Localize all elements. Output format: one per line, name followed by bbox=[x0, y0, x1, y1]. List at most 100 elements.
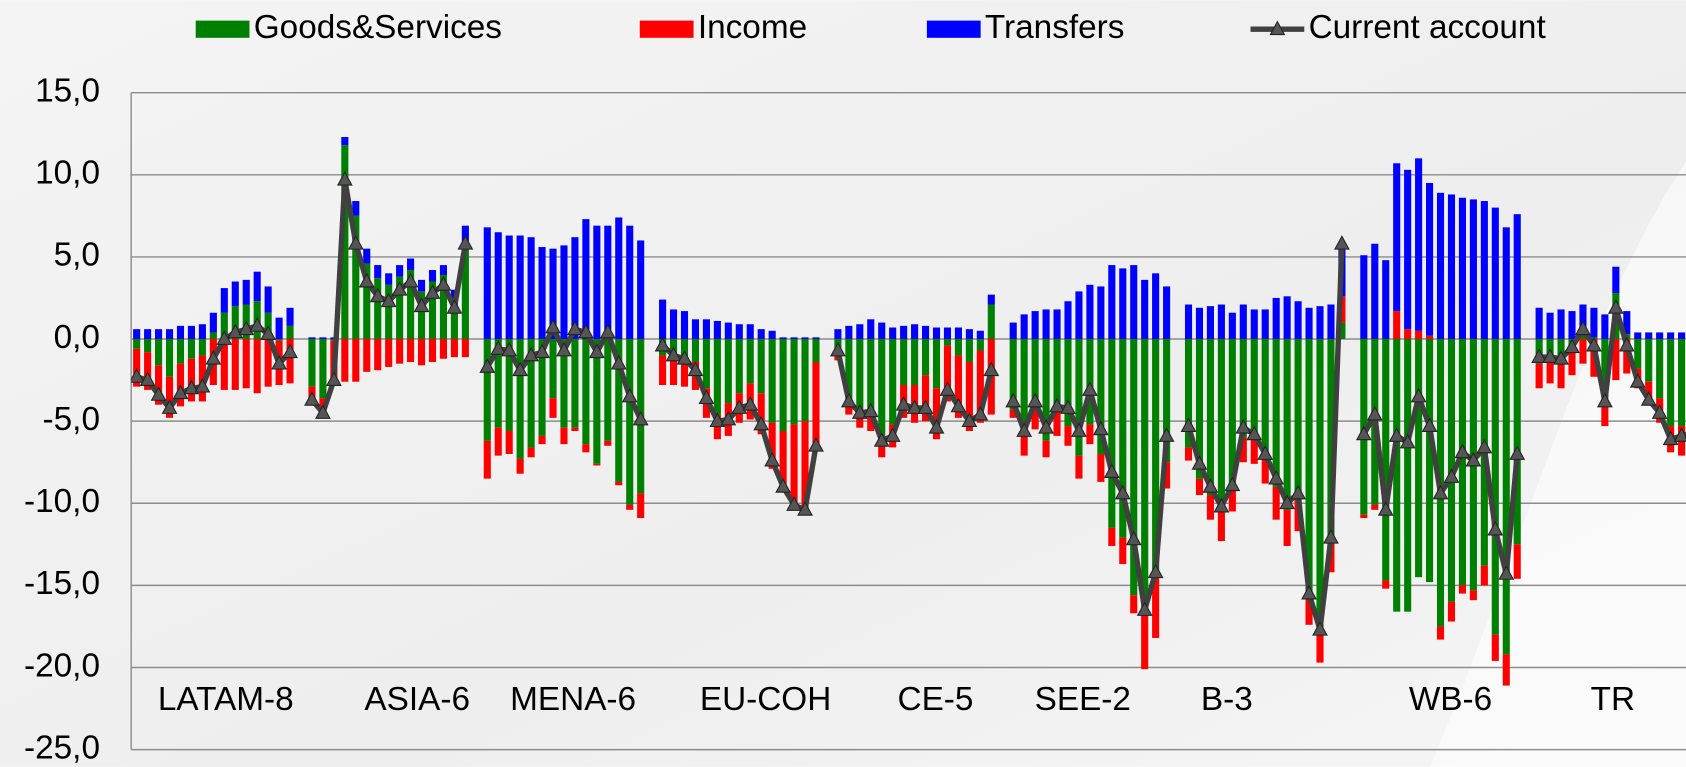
bar-segment bbox=[374, 265, 382, 279]
bar-segment bbox=[308, 339, 316, 387]
bar-segment bbox=[461, 242, 469, 340]
line-marker bbox=[1399, 433, 1416, 449]
bar-segment bbox=[1667, 339, 1675, 427]
bar-segment bbox=[231, 281, 239, 307]
bar-segment bbox=[1108, 339, 1116, 528]
bar-segment bbox=[1217, 339, 1225, 512]
bar-segment bbox=[724, 339, 732, 404]
bar-segment bbox=[1294, 339, 1302, 494]
line-marker bbox=[1498, 565, 1515, 580]
bar-segment bbox=[1393, 311, 1401, 340]
line-marker bbox=[282, 343, 298, 359]
bar-segment bbox=[1064, 426, 1072, 446]
bar-segment bbox=[1042, 440, 1050, 458]
bar-segment bbox=[1097, 339, 1105, 454]
bar-segment bbox=[987, 294, 995, 305]
bar-segment bbox=[932, 327, 941, 340]
line-marker bbox=[1027, 392, 1044, 408]
bar-segment bbox=[155, 339, 163, 366]
line-marker bbox=[1651, 404, 1668, 419]
bar-segment bbox=[1612, 339, 1620, 381]
y-tick-label: 0,0 bbox=[54, 319, 100, 356]
bar-segment bbox=[1360, 514, 1368, 519]
line-marker bbox=[621, 387, 638, 403]
bar-segment bbox=[604, 225, 612, 340]
bar-segment bbox=[976, 350, 984, 423]
bar-segment bbox=[516, 458, 524, 474]
line-marker bbox=[1553, 350, 1569, 365]
line-marker bbox=[983, 361, 1000, 377]
bar-segment bbox=[1382, 339, 1390, 581]
bar-segment bbox=[1272, 339, 1280, 487]
line-marker bbox=[599, 323, 616, 339]
bar-segment bbox=[1195, 339, 1204, 479]
bar-segment bbox=[1228, 312, 1236, 340]
bar-segment bbox=[494, 232, 502, 340]
bar-segment bbox=[735, 324, 743, 340]
bar-segment bbox=[834, 329, 842, 340]
y-tick-label: 15,0 bbox=[35, 72, 100, 109]
line-marker bbox=[972, 405, 989, 421]
bar-segment bbox=[505, 339, 513, 431]
line-marker bbox=[1629, 373, 1646, 388]
bar-segment bbox=[943, 339, 952, 346]
group-label: WB-6 bbox=[1409, 681, 1492, 718]
line-marker bbox=[1673, 427, 1686, 442]
bar-segment bbox=[1546, 312, 1554, 340]
line-marker bbox=[928, 419, 945, 434]
line-marker bbox=[884, 427, 901, 442]
bar-segment bbox=[1568, 345, 1576, 376]
bar-segment bbox=[801, 337, 809, 340]
line-marker bbox=[1366, 405, 1383, 421]
line-marker bbox=[588, 343, 605, 359]
line-marker bbox=[457, 235, 474, 250]
bar-segment bbox=[1415, 158, 1423, 331]
line-marker bbox=[1355, 425, 1372, 441]
bar-segment bbox=[187, 325, 195, 340]
bar-segment bbox=[812, 337, 820, 340]
bar-segment bbox=[691, 319, 700, 340]
bar-segment bbox=[1557, 362, 1565, 389]
bar-segment bbox=[1502, 227, 1510, 340]
bar-segment bbox=[889, 339, 897, 425]
bar-segment bbox=[1458, 339, 1466, 586]
bar-segment bbox=[867, 319, 875, 340]
bar-segment bbox=[538, 435, 546, 445]
bar-segment bbox=[626, 225, 634, 340]
line-marker bbox=[1016, 422, 1033, 437]
bar-segment bbox=[209, 332, 217, 340]
line-marker bbox=[1191, 455, 1208, 470]
bar-segment bbox=[527, 237, 535, 340]
line-marker bbox=[1454, 443, 1471, 459]
bar-segment bbox=[461, 339, 469, 358]
bar-segment bbox=[144, 352, 152, 390]
line-marker bbox=[610, 354, 627, 370]
bar-segment bbox=[483, 440, 491, 479]
line-marker bbox=[336, 171, 353, 186]
y-tick-label: 10,0 bbox=[35, 155, 100, 192]
legend-label: Transfers bbox=[985, 9, 1125, 46]
bar-segment bbox=[1184, 339, 1193, 448]
group-label: MENA-6 bbox=[510, 681, 636, 718]
line-marker bbox=[304, 391, 320, 406]
line-marker bbox=[534, 343, 550, 359]
group-label: EU-COH bbox=[700, 681, 831, 718]
bar-segment bbox=[494, 427, 502, 456]
bar-segment bbox=[1316, 634, 1324, 663]
bar-segment bbox=[1557, 309, 1565, 340]
bar-segment bbox=[1086, 424, 1094, 445]
bar-segment bbox=[801, 421, 809, 512]
bar-segment bbox=[505, 430, 513, 454]
line-marker bbox=[698, 389, 715, 405]
bar-segment bbox=[669, 353, 678, 385]
bar-segment bbox=[1119, 339, 1127, 538]
bar-segment bbox=[845, 339, 853, 407]
bar-segment bbox=[571, 339, 579, 428]
bar-segment bbox=[626, 339, 634, 505]
bar-segment bbox=[1579, 339, 1587, 364]
line-marker bbox=[1202, 478, 1219, 493]
group-label: CE-5 bbox=[898, 681, 974, 718]
line-marker bbox=[1114, 484, 1131, 500]
bar-segment bbox=[1393, 163, 1401, 312]
